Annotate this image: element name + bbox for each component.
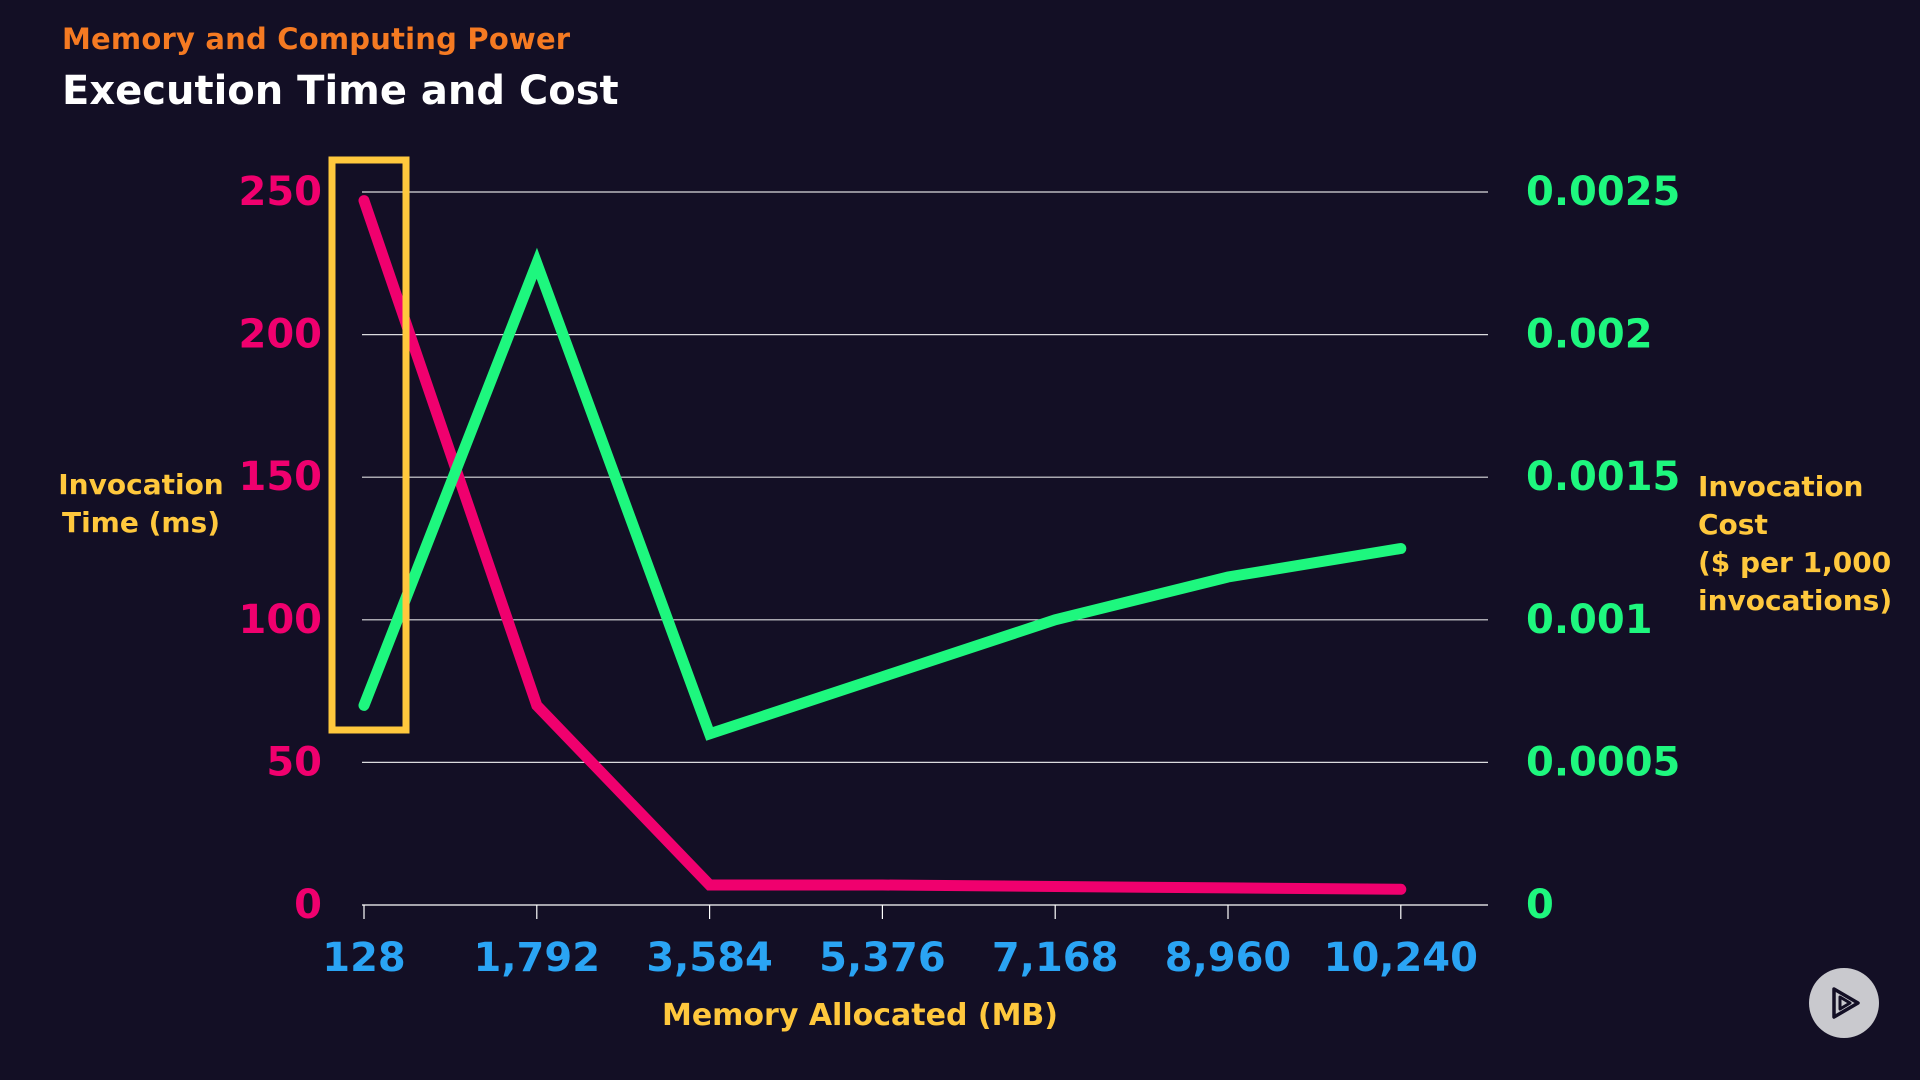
play-icon xyxy=(1832,987,1860,1019)
right-y-tick-label: 0.002 xyxy=(1526,312,1653,358)
left-axis-title-line-2: Time (ms) xyxy=(61,506,221,539)
left-y-tick-label: 200 xyxy=(239,312,323,358)
invocation-cost-line xyxy=(358,247,1407,741)
x-tick-label: 1,792 xyxy=(474,935,601,981)
x-axis-title: Memory Allocated (MB) xyxy=(661,998,1059,1033)
left-y-tick-label: 150 xyxy=(239,454,323,500)
left-y-tick-label: 250 xyxy=(239,169,323,215)
highlight-box xyxy=(328,156,410,734)
invocation-time-line xyxy=(358,195,1407,895)
x-tick-label: 10,240 xyxy=(1324,935,1478,981)
x-tick-label: 7,168 xyxy=(992,935,1119,981)
right-y-tick-label: 0 xyxy=(1526,882,1554,928)
right-axis-title-line-1: Invocation xyxy=(1698,470,1864,503)
right-y-tick-label: 0.0005 xyxy=(1526,739,1680,785)
x-tick-label: 128 xyxy=(322,935,406,981)
left-y-tick-label: 100 xyxy=(239,597,323,643)
right-y-tick-label: 0.0025 xyxy=(1526,169,1680,215)
right-axis-title-line-4: invocations) xyxy=(1698,584,1893,617)
right-axis-title-line-3: ($ per 1,000 xyxy=(1698,546,1892,579)
play-button[interactable] xyxy=(1809,968,1879,1038)
x-tick-label: 3,584 xyxy=(646,935,773,981)
right-axis-title-line-2: Cost xyxy=(1698,508,1768,541)
right-y-tick-label: 0.001 xyxy=(1526,597,1653,643)
left-y-tick-label: 50 xyxy=(266,739,322,785)
x-tick-label: 5,376 xyxy=(819,935,946,981)
left-y-tick-label: 0 xyxy=(294,882,322,928)
right-axis-title: Invocation Cost ($ per 1,000 invocations… xyxy=(1698,468,1908,620)
x-tick-label: 8,960 xyxy=(1165,935,1292,981)
right-y-tick-label: 0.0015 xyxy=(1526,454,1680,500)
section-eyebrow: Memory and Computing Power xyxy=(62,22,571,56)
slide-title: Execution Time and Cost xyxy=(62,68,619,114)
left-axis-title: Invocation Time (ms) xyxy=(56,466,226,542)
left-axis-title-line-1: Invocation xyxy=(58,468,224,501)
